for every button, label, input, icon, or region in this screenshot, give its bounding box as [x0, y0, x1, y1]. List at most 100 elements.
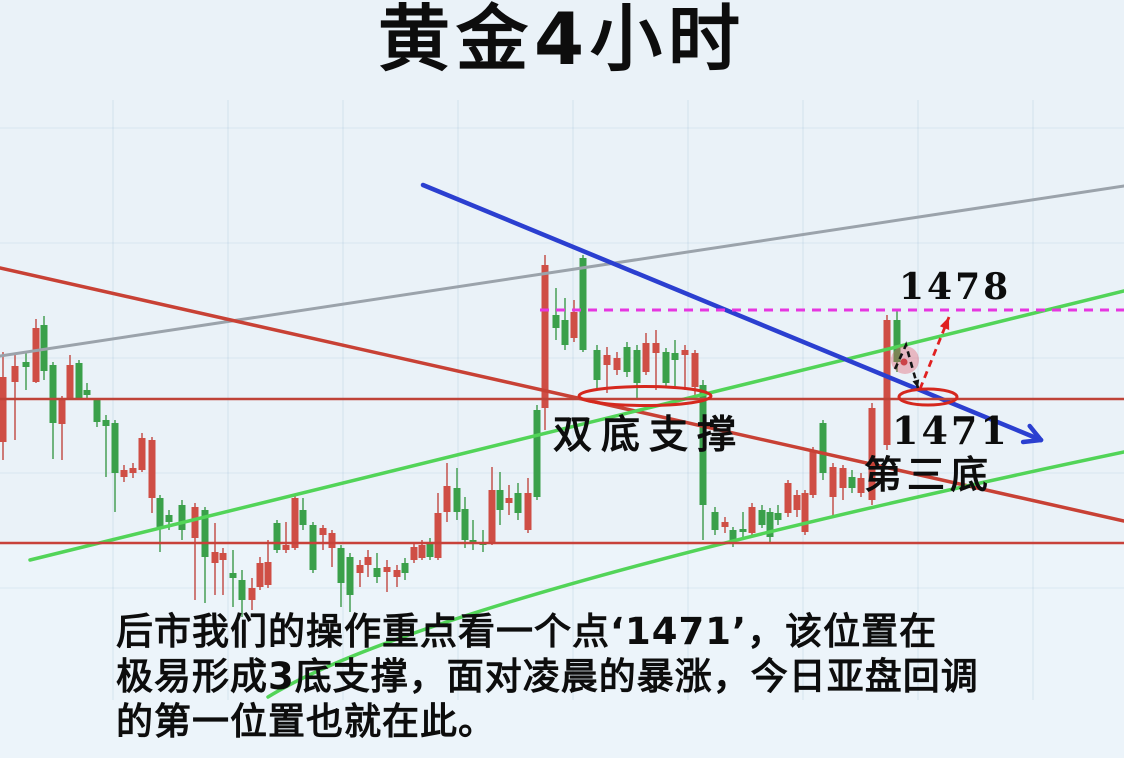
candle-body: [201, 510, 209, 557]
candle-body: [642, 343, 650, 372]
forecast-zigzag-path: [893, 341, 920, 389]
candle-body: [229, 573, 237, 578]
blue-downtrend-arrow-arrowhead: [1020, 437, 1044, 445]
chart-lower-band: [0, 545, 1124, 758]
candle-body: [613, 358, 621, 370]
candle-body: [264, 562, 272, 585]
candle-body: [401, 563, 409, 573]
candle-body: [337, 548, 345, 583]
candle-body: [102, 420, 110, 426]
candle-body: [766, 512, 774, 537]
candle-body: [893, 320, 901, 362]
double-bottom-label: 双底支撑: [553, 413, 746, 458]
candle-body: [652, 343, 660, 353]
candle-body: [66, 365, 74, 399]
candle-body: [0, 377, 7, 442]
candle-body: [801, 493, 809, 532]
candle-body: [120, 470, 128, 477]
candle-body: [829, 467, 837, 497]
candle-body: [570, 312, 578, 338]
candle-body: [75, 363, 83, 399]
candle-body: [148, 440, 156, 498]
third-bottom-ellipse: [897, 387, 959, 407]
support-price-label: 1471: [892, 408, 1010, 453]
forecast-rebound-arrowhead: [939, 317, 950, 330]
resistance-price-label: 1478: [899, 266, 1012, 308]
candle-body: [393, 570, 401, 577]
candle-body: [58, 399, 66, 424]
candle-body: [541, 265, 549, 408]
candle-body: [469, 540, 477, 543]
pullback-red-dot: [900, 358, 908, 366]
candle-body: [256, 563, 264, 587]
double-bottom-ellipse: [577, 385, 713, 407]
candle-body: [49, 365, 57, 423]
candle-body: [579, 258, 587, 350]
candle-body: [434, 513, 442, 558]
candle-body: [739, 529, 747, 532]
candle-body: [552, 315, 560, 328]
candle-body: [662, 352, 670, 383]
candle-body: [533, 410, 541, 497]
candle-body: [461, 509, 469, 540]
candle-body: [784, 483, 792, 513]
blue-downtrend-arrow: [420, 182, 1044, 443]
candle-body: [309, 525, 317, 570]
candle-body: [129, 468, 137, 473]
candle-body: [593, 350, 601, 380]
candle-body: [299, 510, 307, 525]
forecast-rebound-arrow: [918, 316, 951, 390]
candle-body: [238, 580, 246, 600]
candle-body: [165, 515, 173, 522]
candle-body: [93, 400, 101, 422]
candle-body: [83, 390, 91, 395]
candle-body: [857, 478, 865, 493]
candle-body: [111, 423, 119, 473]
candle-body: [219, 553, 227, 560]
forecast-zigzag-arrowhead: [912, 379, 920, 388]
candle-body: [418, 545, 426, 558]
candle-body: [22, 362, 30, 367]
candle-body: [211, 552, 219, 563]
green-lower-channel-line: [266, 450, 1124, 699]
candle-body: [561, 320, 569, 345]
candle-body: [488, 490, 496, 543]
analysis-text: 后市我们的操作重点看一个点‘1471’，该位置在 极易形成3底支撑，面对凌晨的暴…: [116, 609, 979, 744]
candle-body: [883, 320, 891, 445]
candle-body: [443, 486, 451, 512]
candle-body: [774, 513, 782, 520]
analysis-line-3: 的第一位置也就在此。: [116, 700, 496, 743]
candle-body: [699, 385, 707, 505]
candle-body: [291, 498, 299, 548]
candle-body: [505, 498, 513, 503]
candle-body: [319, 528, 327, 535]
candle-body: [524, 493, 532, 530]
candle-body: [793, 495, 801, 510]
candle-body: [364, 557, 372, 565]
red-descending-trendline: [0, 266, 1124, 523]
candle-body: [138, 438, 146, 470]
candle-body: [839, 468, 847, 488]
candle-body: [514, 493, 522, 513]
candle-body: [819, 423, 827, 473]
page-title: 黄金4小时: [377, 0, 747, 81]
candle-body: [809, 452, 817, 495]
candle-body: [356, 565, 364, 573]
candle-body: [729, 530, 737, 543]
candle-body: [848, 477, 856, 488]
candle-body: [32, 328, 40, 382]
candle-body: [282, 545, 290, 550]
candle-body: [410, 547, 418, 560]
candle-body: [868, 408, 876, 500]
candle-body: [273, 523, 281, 550]
candle-body: [603, 355, 611, 365]
candle-body: [248, 588, 256, 600]
candle-body: [748, 507, 756, 533]
candle-body: [426, 543, 434, 557]
gray-trendline: [0, 184, 1124, 358]
blue-downtrend-arrow-arrowhead: [1027, 423, 1044, 443]
candle-body: [328, 533, 336, 548]
candle-body: [156, 498, 164, 527]
